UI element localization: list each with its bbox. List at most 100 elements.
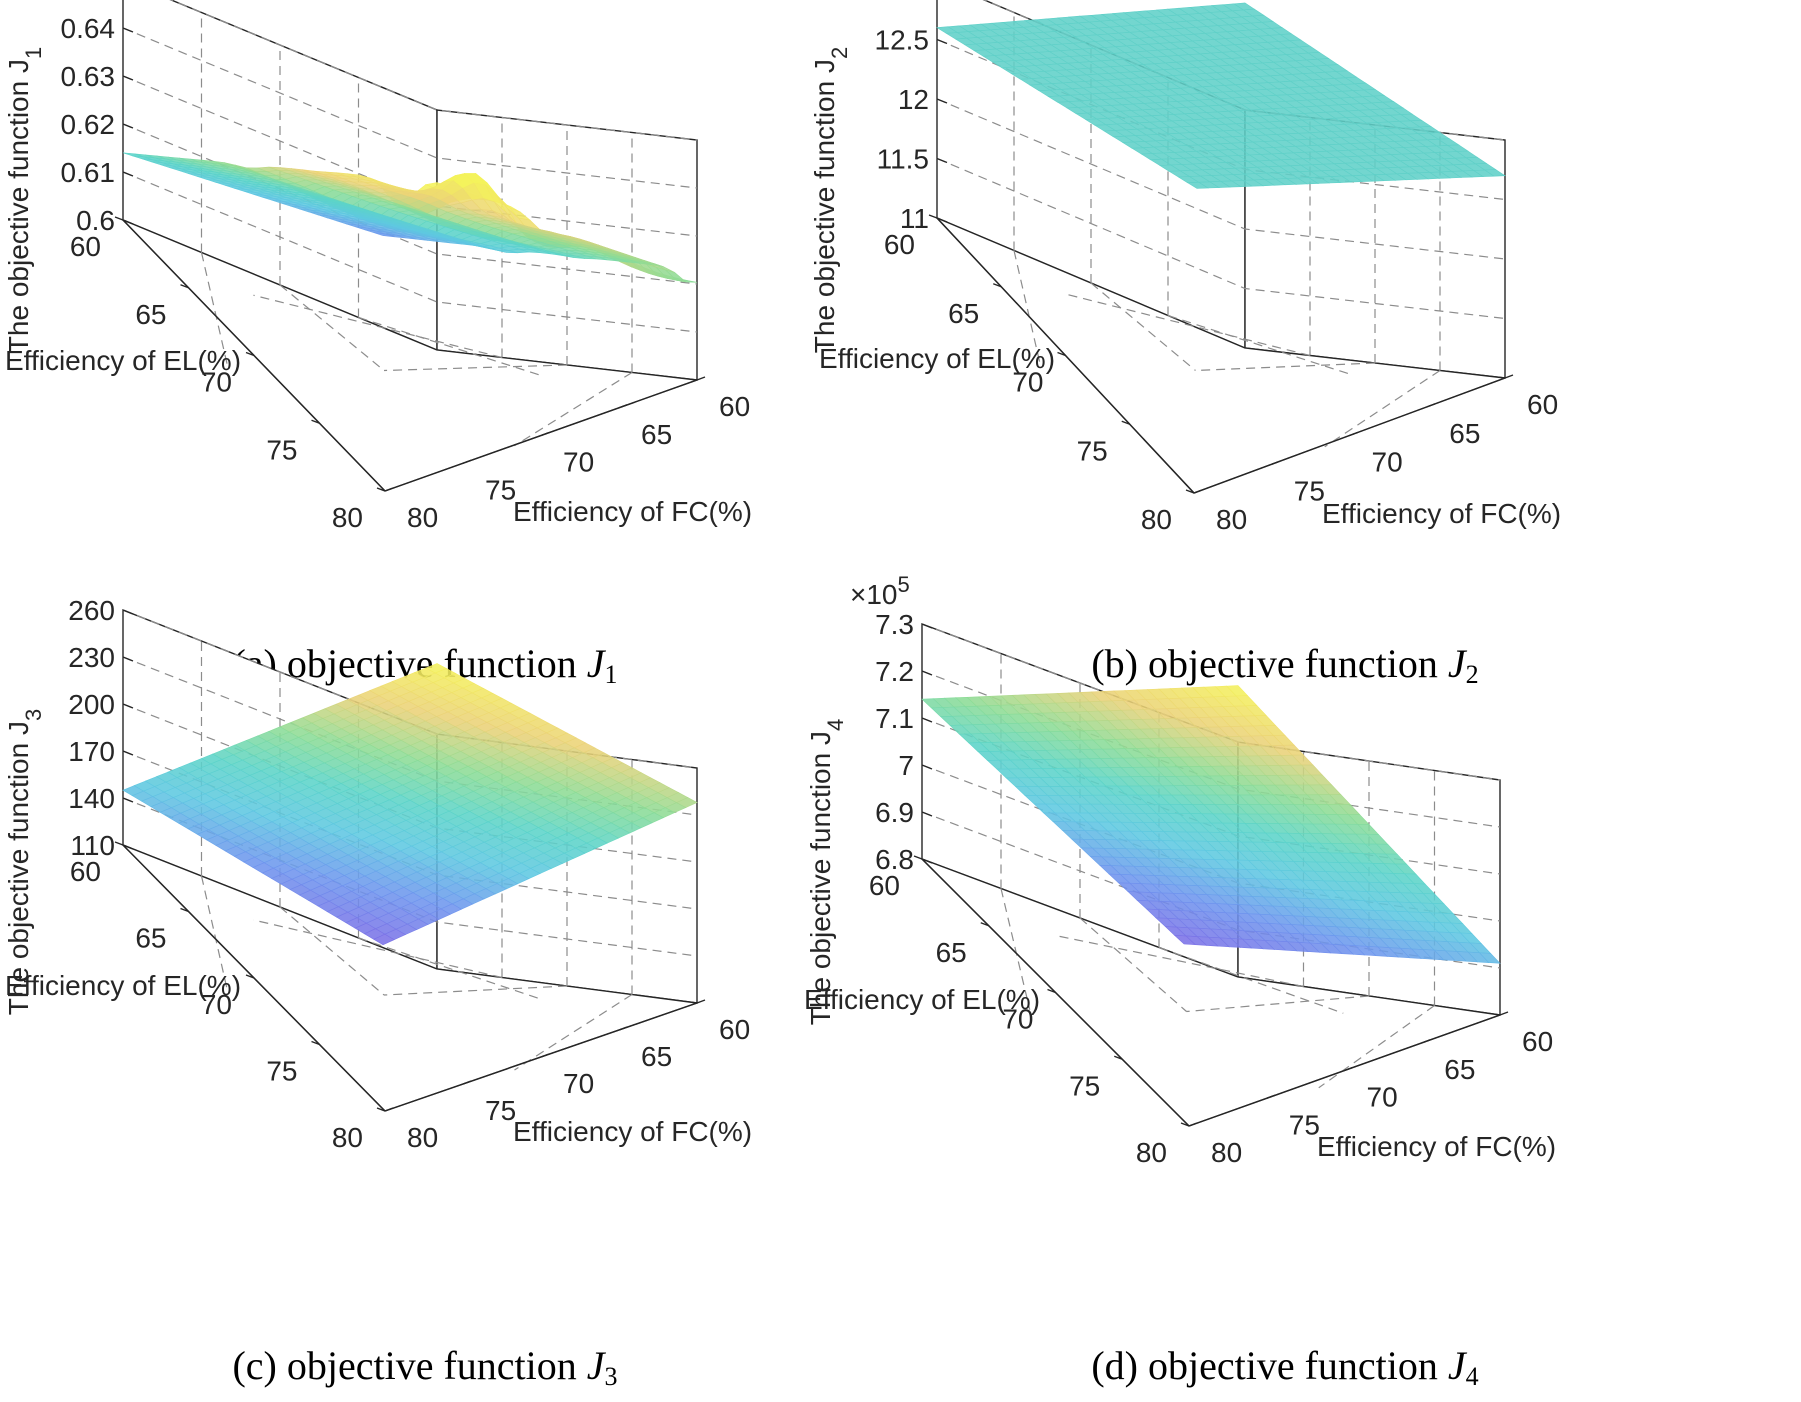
x-tick-mark [245, 351, 255, 357]
z-tick-mark [921, 623, 933, 629]
y-tick-label: 70 [563, 447, 594, 478]
x-tick-mark [1057, 351, 1066, 357]
z-tick-label: 11 [900, 203, 929, 234]
z-tick-label: 140 [68, 783, 115, 814]
y-tick-label: 60 [1527, 389, 1558, 420]
x-axis-label: Efficiency of EL(%) [819, 343, 1055, 374]
z-tick-label: 0.63 [61, 61, 116, 92]
x-tick-mark [180, 907, 189, 913]
z-tick-label: 200 [68, 689, 115, 720]
x-tick-label: 80 [1141, 504, 1172, 535]
z-tick-mark [122, 656, 134, 662]
y-tick-label: 65 [641, 1041, 672, 1072]
caption-d: (d) objective function J4 [1091, 1343, 1479, 1391]
x-tick-label: 75 [266, 434, 297, 465]
y-axis-label: Efficiency of FC(%) [1317, 1131, 1556, 1162]
surface [921, 685, 1501, 964]
y-tick-label: 75 [485, 1095, 516, 1126]
x-tick-label: 75 [266, 1056, 297, 1087]
y-tick-mark [696, 376, 706, 381]
z-tick-label: 0.62 [61, 109, 116, 140]
z-tick-mark [921, 670, 933, 676]
z-axis-label-text: The objective function J4 [805, 719, 848, 1025]
tick-labels: 60 65 70 75 80 60 65 70 75 80 110 140 170 200 230 260 [68, 595, 750, 1153]
y-tick-label: 70 [1367, 1082, 1398, 1113]
z-tick-mark [122, 844, 134, 850]
z-tick-label: 0.64 [61, 13, 116, 44]
y-tick-label: 80 [1216, 504, 1247, 535]
z-axis-label: The objective function J3 [3, 709, 46, 1015]
x-tick-label: 80 [1136, 1137, 1167, 1168]
x-tick-mark [376, 1107, 386, 1112]
x-tick-mark [1114, 1055, 1123, 1060]
x-tick-label: 60 [884, 229, 915, 260]
z-tick-mark [122, 75, 134, 81]
y-tick-label: 60 [1522, 1026, 1553, 1057]
x-tick-mark [180, 284, 189, 289]
y-tick-label: 75 [1294, 475, 1325, 506]
surface-chart-j3: 60 65 70 75 80 60 65 70 75 80 110 140 170 200 230 260 Ef… [3, 595, 752, 1153]
z-axis-label: The objective function J4 [805, 719, 848, 1025]
x-tick-mark [114, 216, 124, 221]
x-tick-label: 60 [70, 231, 101, 262]
x-tick-mark [913, 855, 923, 860]
z-tick-mark [122, 750, 134, 756]
y-tick-mark [696, 999, 706, 1004]
z-tick-label: 6.8 [875, 844, 914, 875]
x-tick-label: 75 [1069, 1070, 1100, 1101]
x-tick-mark [1047, 988, 1056, 994]
tick-labels: 606570758060657075800.60.610.620.630.640… [61, 13, 751, 533]
x-tick-mark [311, 1040, 320, 1046]
y-tick-mark [1504, 374, 1514, 379]
y-tick-mark [540, 1053, 550, 1058]
z-tick-mark [921, 811, 933, 817]
z-tick-mark [122, 797, 134, 803]
x-tick-label: 65 [135, 923, 166, 954]
x-tick-label: 65 [948, 298, 979, 329]
x-tick-mark [980, 922, 989, 927]
y-tick-mark [462, 1080, 472, 1085]
x-tick-label: 70 [1002, 1004, 1033, 1035]
panel-c: 60 65 70 75 80 60 65 70 75 80 110 140 170 200 230 260 Ef… [0, 595, 900, 1402]
z-tick-label: 7.2 [875, 656, 914, 687]
z-tick-mark [122, 609, 134, 615]
z-tick-mark [921, 717, 933, 723]
x-tick-mark [311, 419, 320, 424]
y-tick-mark [618, 1026, 628, 1031]
z-axis-label-text: The objective function J1 [3, 47, 46, 353]
surface [936, 2, 1506, 189]
z-tick-mark [936, 98, 948, 104]
y-axis-label: Efficiency of FC(%) [513, 1116, 752, 1147]
y-tick-mark [618, 404, 628, 409]
x-tick-mark [376, 487, 386, 492]
panel-b: 606570758060657075801111.51212.513Effici… [809, 0, 1801, 700]
x-axis-label: Efficiency of EL(%) [804, 984, 1040, 1015]
y-tick-mark [1344, 1066, 1353, 1072]
y-tick-label: 65 [1444, 1054, 1475, 1085]
z-tick-label: 11.5 [877, 144, 929, 175]
y-tick-label: 75 [1289, 1109, 1320, 1140]
x-tick-label: 70 [201, 367, 232, 398]
x-axis-label: Efficiency of EL(%) [5, 345, 241, 376]
z-tick-label: 6.9 [875, 797, 914, 828]
surface-chart-j1: 606570758060657075800.60.610.620.630.640… [3, 0, 752, 533]
y-tick-mark [462, 459, 472, 464]
z-tick-label: 12 [898, 84, 929, 115]
surface [122, 663, 698, 946]
x-tick-label: 80 [332, 502, 363, 533]
z-tick-mark [122, 171, 134, 177]
z-tick-mark [936, 217, 948, 223]
x-tick-label: 60 [70, 856, 101, 887]
z-tick-label: 7.3 [875, 609, 914, 640]
y-axis-label: Efficiency of FC(%) [513, 496, 752, 527]
y-tick-mark [1188, 1122, 1198, 1127]
x-tick-label: 70 [201, 989, 232, 1020]
x-axis-label: Efficiency of EL(%) [5, 970, 241, 1001]
panel-d: 60 65 70 75 80 60 65 70 75 80 6.8 6.9 7 7.1 7.2 7.3 Effi… [804, 572, 1801, 1402]
y-tick-mark [1422, 1039, 1431, 1044]
z-tick-mark [921, 764, 933, 770]
y-tick-mark [1193, 489, 1203, 494]
x-tick-mark [114, 841, 124, 846]
x-tick-mark [245, 974, 255, 979]
